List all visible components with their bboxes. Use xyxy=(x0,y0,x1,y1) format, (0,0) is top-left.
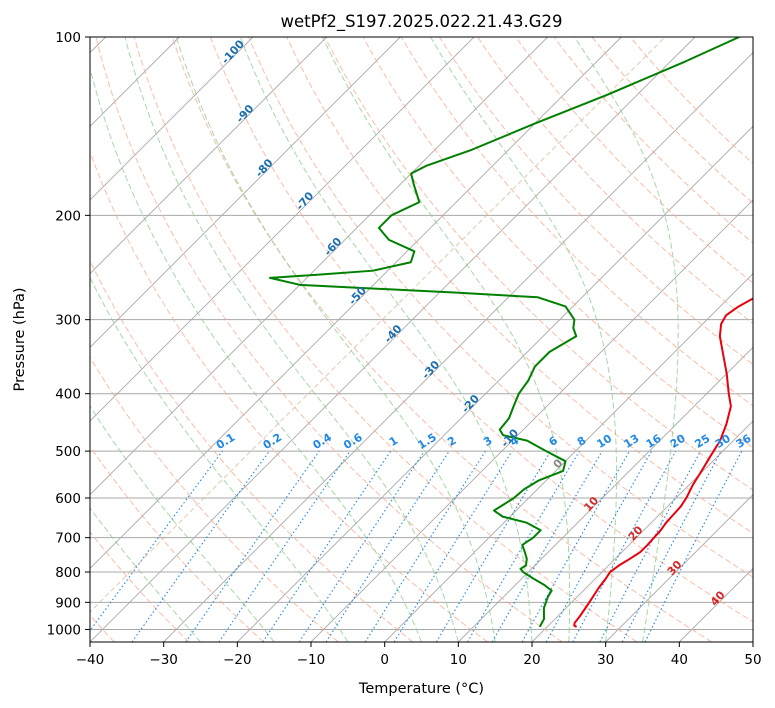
y-tick-label: 400 xyxy=(55,387,81,403)
isotherm-line xyxy=(163,52,753,642)
isotherm-line xyxy=(384,273,753,642)
dry-adiabat-line xyxy=(515,37,753,284)
x-tick-label: −10 xyxy=(297,652,326,668)
y-tick-label: 100 xyxy=(55,30,81,46)
mixing-ratio-label: 36 xyxy=(734,432,754,451)
chart-title: wetPf2_S197.2025.022.21.43.G29 xyxy=(280,12,562,32)
isotherm-line xyxy=(90,37,254,201)
dry-adiabat-line xyxy=(90,259,414,642)
x-tick-label: −20 xyxy=(223,652,252,668)
x-tick-label: 0 xyxy=(380,652,389,668)
x-tick-label: 50 xyxy=(744,652,761,668)
moist-adiabat-line xyxy=(124,37,459,642)
moist-adiabat-line xyxy=(430,37,618,642)
y-tick-label: 300 xyxy=(55,313,81,329)
dewpoint-profile xyxy=(268,37,740,628)
moist-adiabat-line xyxy=(90,276,349,642)
mixing-ratio-line xyxy=(435,450,552,642)
dry-adiabat-line xyxy=(400,37,753,407)
isotherm-line xyxy=(458,346,753,642)
dry-adiabat-line xyxy=(90,150,488,642)
isotherm-line xyxy=(605,494,753,642)
dry-adiabat-line xyxy=(210,37,753,623)
mixing-ratio-line xyxy=(521,450,630,642)
dry-adiabat-line xyxy=(248,37,753,578)
y-tick-label: 200 xyxy=(55,208,81,224)
dry-adiabat-line xyxy=(133,37,638,642)
isotherm-line xyxy=(90,37,548,496)
isotherm-line xyxy=(90,37,327,275)
moist-adiabat-line xyxy=(322,37,571,642)
profile-lines xyxy=(268,37,753,628)
y-tick-label: 800 xyxy=(55,565,81,581)
dry-adiabat-line xyxy=(362,37,753,449)
isotherm-line xyxy=(237,125,753,642)
plot-frame xyxy=(89,36,754,643)
dry-adiabat-line xyxy=(477,37,753,325)
x-tick-label: 30 xyxy=(597,652,614,668)
x-axis-title: Temperature (°C) xyxy=(358,681,484,697)
x-tick-label: 40 xyxy=(671,652,688,668)
dry-adiabat-line xyxy=(90,531,190,642)
special-isotherm-line xyxy=(90,37,666,613)
x-tick-label: −30 xyxy=(149,652,178,668)
y-tick-label: 700 xyxy=(55,531,81,547)
temperature-profile xyxy=(573,297,753,628)
y-tick-label: 600 xyxy=(55,491,81,507)
mixing-ratio-line xyxy=(393,450,513,642)
y-axis-title: Pressure (hPa) xyxy=(12,287,28,391)
mixing-ratio-line xyxy=(90,450,223,632)
dry-adiabat-line xyxy=(95,37,563,642)
moist-adiabat-line xyxy=(175,37,496,642)
dry-adiabat-line xyxy=(90,356,339,642)
dry-adiabat-line xyxy=(629,37,753,165)
isotherm-line xyxy=(90,37,475,422)
reference-lines xyxy=(90,37,753,642)
y-tick-label: 900 xyxy=(55,595,81,611)
mixing-ratio-line xyxy=(364,450,486,642)
mixing-ratio-line xyxy=(325,450,450,642)
y-tick-label: 500 xyxy=(55,444,81,460)
moist-adiabat-line xyxy=(90,66,422,642)
x-tick-label: 20 xyxy=(523,652,540,668)
isotherm-line xyxy=(90,37,401,348)
mixing-ratio-line xyxy=(467,450,580,642)
isotherm-line xyxy=(531,420,753,642)
dry-adiabat-line xyxy=(324,37,753,491)
moist-adiabat-line xyxy=(239,37,533,642)
moist-adiabat-line xyxy=(90,507,201,642)
x-tick-label: −40 xyxy=(76,652,105,668)
dry-adiabat-line xyxy=(553,37,753,244)
dry-adiabat-line xyxy=(591,37,753,204)
isotherm-line xyxy=(90,37,622,569)
mixing-ratio-line xyxy=(185,450,320,642)
x-tick-label: 10 xyxy=(450,652,467,668)
mixing-ratio-line xyxy=(491,450,603,642)
y-tick-label: 1000 xyxy=(47,622,81,638)
moist-adiabat-line xyxy=(90,405,275,642)
axis-ticks: −40 −30 −20 −10 0 10 20 30 40 50 100 200 300 400 500 60… xyxy=(47,30,762,668)
mixing-ratio-line xyxy=(131,450,270,642)
mixing-ratio-line xyxy=(545,450,653,642)
mixing-ratio-line xyxy=(218,450,351,642)
moist-adiabat-line xyxy=(574,37,679,642)
mixing-ratio-line xyxy=(572,450,677,642)
dry-adiabat-line xyxy=(286,37,753,534)
